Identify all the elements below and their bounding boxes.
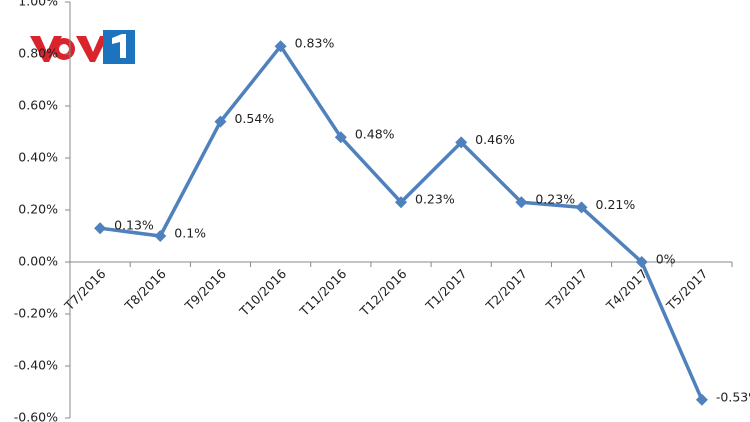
data-point xyxy=(635,256,648,268)
x-tick-label: T12/2016 xyxy=(356,266,409,319)
x-tick-label: T3/2017 xyxy=(542,266,590,314)
data-point xyxy=(274,40,287,53)
data-point xyxy=(695,393,708,406)
data-point xyxy=(334,131,347,144)
data-point xyxy=(395,196,407,209)
x-tick-label: T9/2016 xyxy=(181,266,229,314)
data-label: 0.21% xyxy=(596,197,636,212)
y-tick-label: 0.80% xyxy=(18,46,58,61)
y-tick-label: -0.40% xyxy=(14,358,58,373)
data-label: 0.23% xyxy=(415,192,455,207)
data-label: 0.54% xyxy=(234,111,274,126)
x-tick-label: T8/2016 xyxy=(121,266,169,314)
x-tick-label: T1/2017 xyxy=(422,266,470,314)
x-tick-label: T5/2017 xyxy=(663,266,711,314)
data-label: 0.23% xyxy=(535,192,575,207)
data-line xyxy=(99,44,704,401)
data-label: -0.53% xyxy=(716,389,750,404)
y-tick-label: 1.00% xyxy=(18,0,58,9)
data-point xyxy=(575,201,588,214)
y-tick-label: 0.20% xyxy=(18,202,58,217)
data-label: 0.83% xyxy=(295,36,335,51)
data-label: 0.13% xyxy=(114,218,154,233)
data-point xyxy=(455,136,468,149)
x-tick-label: T4/2017 xyxy=(603,266,651,314)
data-point xyxy=(515,196,528,209)
y-tick-label: -0.60% xyxy=(14,410,58,422)
data-label: 0.1% xyxy=(174,226,206,241)
y-tick-label: -0.20% xyxy=(14,306,58,321)
x-tick-label: T7/2016 xyxy=(61,266,109,314)
data-label: 0.48% xyxy=(355,127,395,142)
data-point xyxy=(94,222,107,235)
y-tick-label: 0.40% xyxy=(18,150,58,165)
data-point xyxy=(154,230,167,242)
data-label: 0.46% xyxy=(475,132,515,147)
y-tick-label: 0.60% xyxy=(18,98,58,113)
y-tick-label: 0.00% xyxy=(18,254,58,269)
x-tick-label: T10/2016 xyxy=(236,266,289,319)
data-label: 0% xyxy=(656,252,676,267)
x-tick-label: T11/2016 xyxy=(296,266,349,319)
data-point xyxy=(214,115,227,128)
x-tick-label: T2/2017 xyxy=(482,266,530,314)
